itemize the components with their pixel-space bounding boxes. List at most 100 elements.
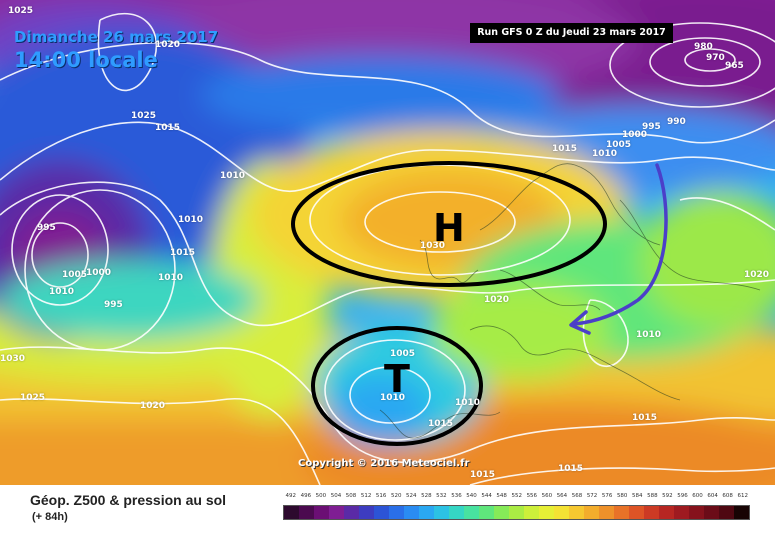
scale-tick: 588	[647, 493, 658, 499]
lead-time: (+ 84h)	[32, 511, 68, 523]
scale-swatch	[719, 506, 734, 519]
isobar-label: 1015	[558, 464, 584, 474]
scale-swatch	[569, 506, 584, 519]
scale-tick: 560	[541, 493, 553, 499]
isobar-label: 1005	[390, 349, 416, 359]
isobar-label: 1010	[380, 393, 406, 403]
scale-tick: 552	[511, 493, 523, 499]
scale-tick: 580	[616, 493, 628, 499]
scale-swatch	[644, 506, 659, 519]
forecast-date: Dimanche 26 mars 2017	[14, 28, 219, 46]
scale-swatch	[479, 506, 494, 519]
scale-tick: 584	[632, 493, 643, 499]
scale-tick: 572	[586, 493, 598, 499]
model-run-info: Run GFS 0 Z du Jeudi 23 mars 2017	[470, 23, 673, 43]
isobar-label: 1010	[592, 149, 618, 159]
scale-swatch	[599, 506, 614, 519]
scale-tick: 604	[707, 493, 718, 499]
scale-tick-labels: 492 496 500 504 508 512 516 520 524 528 532 536 540 5…	[283, 493, 750, 505]
scale-swatch	[524, 506, 539, 519]
scale-tick: 520	[390, 493, 402, 499]
legend-panel: Géop. Z500 & pression au sol (+ 84h) 492…	[0, 485, 775, 546]
isobar-label: 1030	[0, 354, 26, 364]
scale-tick: 556	[526, 493, 538, 499]
scale-swatch	[449, 506, 464, 519]
isobar-label: 1010	[220, 171, 246, 181]
isobar-label: 1020	[744, 270, 770, 280]
high-pressure-ellipse	[291, 161, 607, 287]
isobar-label: 1015	[470, 470, 496, 480]
scale-tick: 540	[466, 493, 477, 499]
flow-arrow	[573, 163, 668, 326]
scale-tick: 544	[481, 493, 492, 499]
scale-tick: 576	[601, 493, 613, 499]
scale-swatch	[494, 506, 509, 519]
scale-tick: 500	[315, 493, 327, 499]
color-scale-bar	[283, 505, 750, 520]
scale-tick: 536	[451, 493, 462, 499]
low-pressure-ellipse	[311, 326, 483, 446]
scale-tick: 612	[737, 493, 748, 499]
scale-swatch	[329, 506, 344, 519]
scale-swatch	[509, 506, 524, 519]
isobar-label: 1010	[455, 398, 481, 408]
scale-swatch	[404, 506, 419, 519]
scale-swatch	[629, 506, 644, 519]
geopotential-field	[0, 0, 775, 485]
isobar-label: 1020	[484, 295, 510, 305]
isobar-label: 1025	[20, 393, 46, 403]
scale-tick: 592	[662, 493, 673, 499]
scale-tick: 600	[692, 493, 703, 499]
isobar-label: 1010	[178, 215, 204, 225]
scale-tick: 496	[300, 493, 312, 499]
scale-tick: 508	[345, 493, 357, 499]
scale-swatch	[704, 506, 719, 519]
high-pressure-label: H	[433, 206, 465, 250]
isobar-label: 1000	[86, 268, 112, 278]
isobar-label: 995	[104, 300, 123, 310]
isobar-label: 970	[706, 53, 725, 63]
isobar-label: 1030	[420, 241, 446, 251]
isobar-label: 1005	[62, 270, 88, 280]
scale-swatch	[584, 506, 599, 519]
copyright-text: Copyright © 2016 Meteociel.fr	[298, 458, 470, 469]
isobar-label: 1015	[632, 413, 658, 423]
isobar-label: 1015	[170, 248, 196, 258]
scale-tick: 492	[285, 493, 297, 499]
scale-tick: 608	[722, 493, 733, 499]
isobar-label: 1000	[622, 130, 648, 140]
isobar-label: 995	[37, 223, 56, 233]
scale-swatch	[374, 506, 389, 519]
scale-swatch	[674, 506, 689, 519]
isobar-label: 1010	[158, 273, 184, 283]
scale-swatch	[614, 506, 629, 519]
scale-tick: 512	[360, 493, 372, 499]
weather-map: Dimanche 26 mars 2017 14:00 locale Run G…	[0, 0, 775, 485]
scale-tick: 504	[330, 493, 342, 499]
isobar-label: 1010	[636, 330, 662, 340]
scale-swatch	[284, 506, 299, 519]
isobar-label: 990	[667, 117, 686, 127]
scale-swatch	[689, 506, 704, 519]
scale-swatch	[419, 506, 434, 519]
scale-swatch	[434, 506, 449, 519]
scale-swatch	[539, 506, 554, 519]
scale-tick: 548	[496, 493, 507, 499]
scale-tick: 528	[421, 493, 432, 499]
scale-tick: 516	[375, 493, 387, 499]
isobar-label: 1025	[8, 6, 34, 16]
forecast-time: 14:00 locale	[14, 48, 158, 72]
isobar-label: 1025	[131, 111, 157, 121]
isobar-label: 1015	[155, 123, 181, 133]
scale-swatch	[344, 506, 359, 519]
scale-swatch	[659, 506, 674, 519]
scale-tick: 524	[406, 493, 417, 499]
scale-swatch	[359, 506, 374, 519]
isobar-label: 965	[725, 61, 744, 71]
isobar-label: 1010	[49, 287, 75, 297]
scale-swatch	[299, 506, 314, 519]
isobar-label: 1020	[140, 401, 166, 411]
isobar-label: 1015	[552, 144, 578, 154]
isobar-label: 995	[642, 122, 661, 132]
scale-tick: 596	[677, 493, 688, 499]
